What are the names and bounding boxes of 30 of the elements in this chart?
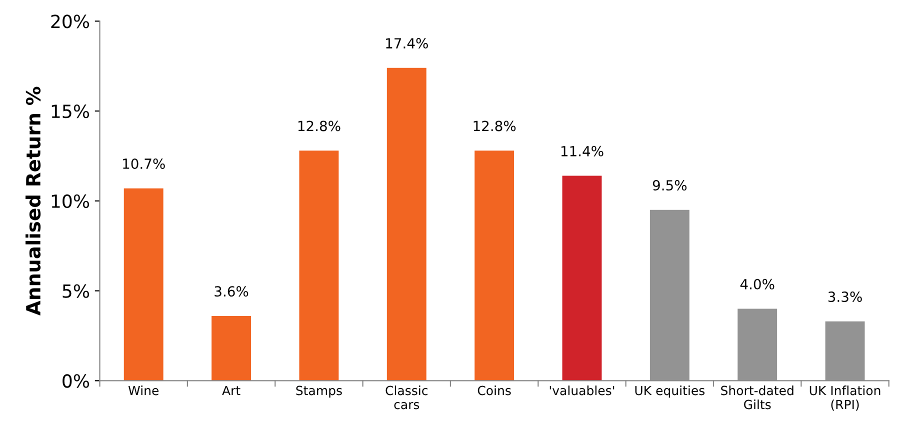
bar: [474, 150, 514, 381]
x-tick-label: 'valuables': [550, 386, 614, 396]
y-axis-title: Annualised Return %: [26, 86, 41, 316]
y-tick-label: 15%: [52, 104, 90, 118]
bar: [386, 68, 426, 381]
y-tick-label: 5%: [62, 284, 90, 298]
x-tick-label: Wine: [128, 386, 159, 396]
data-label: 11.4%: [561, 146, 604, 156]
data-label: 12.8%: [474, 120, 516, 132]
data-label: 3.3%: [828, 292, 862, 302]
bar: [212, 316, 252, 381]
bar: [562, 176, 602, 381]
bar: [299, 150, 339, 381]
x-tick-label: UK equities: [635, 386, 705, 398]
bar: [124, 188, 164, 381]
x-tick-label: Stamps: [296, 386, 342, 398]
x-tick-label: Art: [222, 386, 240, 396]
data-label: 17.4%: [386, 38, 428, 49]
data-label: 4.0%: [740, 278, 774, 290]
x-tick-label: Classic cars: [386, 386, 428, 410]
data-label: 10.7%: [123, 158, 165, 169]
y-tick-label: 20%: [51, 14, 90, 28]
x-tick-label: Short-dated Gilts: [721, 386, 794, 410]
data-label: 9.5%: [652, 180, 687, 191]
y-tick-label: 10%: [52, 194, 90, 208]
x-tick-label: Coins: [478, 386, 511, 396]
data-label: 12.8%: [298, 120, 340, 132]
y-tick-label: 0%: [62, 374, 90, 388]
x-tick-label: UK Inflation (RPI): [810, 386, 880, 411]
data-label: 3.6%: [214, 286, 248, 297]
